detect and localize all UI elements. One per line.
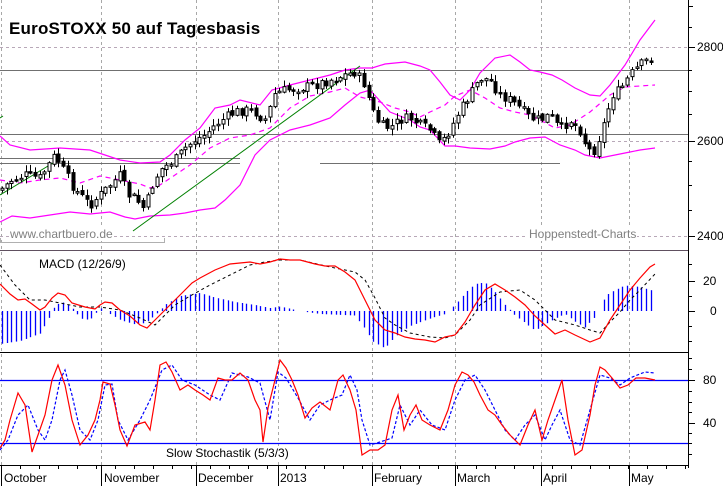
- ytick-2800: 2800: [697, 40, 723, 54]
- support-resistance-lines: [0, 70, 688, 164]
- x-axis-ticks: [1, 465, 686, 486]
- month-label-december: December: [198, 471, 254, 485]
- ytick-stoch-80: 80: [703, 373, 717, 387]
- ytick-2400: 2400: [697, 229, 723, 243]
- macd-histogram: [1, 283, 653, 348]
- month-label-february: February: [374, 471, 423, 485]
- month-label-may: May: [631, 471, 654, 485]
- watermark-chartbuero: www.chartbuero.de: [9, 227, 114, 241]
- macd-signal-line: [0, 259, 656, 339]
- bollinger-lower: [0, 89, 656, 223]
- stochastic-bands: [0, 379, 688, 445]
- watermark-hoppenstedt: Hoppenstedt-Charts: [528, 227, 638, 241]
- stochastic-label: Slow Stochastik (5/3/3): [164, 446, 291, 460]
- stochastic-d-line: [0, 364, 656, 451]
- ytick-macd-20: 20: [703, 274, 717, 288]
- month-label-april: April: [543, 471, 568, 485]
- chart-title: EuroSTOXX 50 auf Tagesbasis: [9, 19, 261, 38]
- macd-label: MACD (12/26/9): [37, 257, 128, 271]
- y-axis: [688, 0, 695, 468]
- stochastic-k-line: [0, 358, 656, 457]
- bollinger-upper: [0, 19, 656, 164]
- ytick-macd-0: 0: [710, 304, 717, 318]
- price-gridlines: [0, 47, 688, 237]
- bollinger-middle: [0, 84, 656, 189]
- macd-line: [0, 258, 656, 343]
- bollinger-bands: [0, 19, 656, 223]
- month-label-2013: 2013: [280, 471, 307, 485]
- month-label-november: November: [104, 471, 160, 485]
- ytick-stoch-40: 40: [703, 416, 717, 430]
- month-label-march: March: [457, 471, 491, 485]
- month-label-october: October: [4, 471, 47, 485]
- price-candlesticks: [0, 57, 654, 213]
- watermark-underline: [0, 238, 165, 243]
- ytick-2600: 2600: [697, 134, 723, 148]
